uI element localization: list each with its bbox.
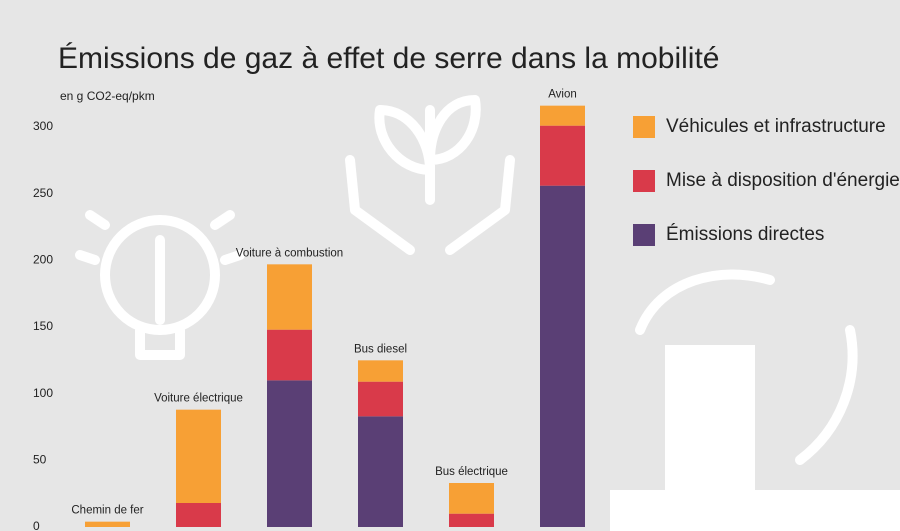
y-tick-label: 200 (33, 253, 53, 267)
legend-swatch (633, 170, 655, 192)
bar-segment (358, 416, 403, 527)
y-tick-label: 100 (33, 386, 53, 400)
category-label: Voiture à combustion (236, 247, 343, 259)
bar-segment (449, 483, 494, 514)
category-label: Avion (548, 89, 577, 101)
category-label: Bus diesel (354, 343, 407, 355)
decoration (75, 95, 900, 531)
bar-segment (358, 360, 403, 382)
y-tick-label: 0 (33, 519, 40, 531)
legend-label: Émissions directes (666, 224, 824, 245)
bar-segment (176, 409, 221, 503)
bar-segment (267, 380, 312, 527)
y-tick-label: 150 (33, 319, 53, 333)
legend-label: Véhicules et infrastructure (666, 116, 886, 137)
bar-segment (449, 513, 494, 527)
category-label: Voiture électrique (154, 393, 243, 405)
bar-segment (176, 503, 221, 527)
category-label: Chemin de fer (71, 505, 143, 517)
bar-segment (85, 521, 130, 527)
y-tick-label: 300 (33, 119, 53, 133)
legend-swatch (633, 224, 655, 246)
y-axis-label: en g CO2-eq/pkm (60, 89, 155, 103)
bar-segment (267, 264, 312, 330)
legend-label: Mise à disposition d'énergie (666, 170, 900, 191)
chart-title: Émissions de gaz à effet de serre dans l… (58, 42, 719, 75)
legend-swatch (633, 116, 655, 138)
bar-segment (358, 381, 403, 417)
y-tick-label: 50 (33, 453, 47, 467)
y-tick-label: 250 (33, 186, 53, 200)
bar-segment (540, 125, 585, 186)
category-label: Bus électrique (435, 466, 508, 478)
bar-segment (267, 329, 312, 381)
bar-segment (540, 105, 585, 126)
bar-segment (540, 185, 585, 527)
